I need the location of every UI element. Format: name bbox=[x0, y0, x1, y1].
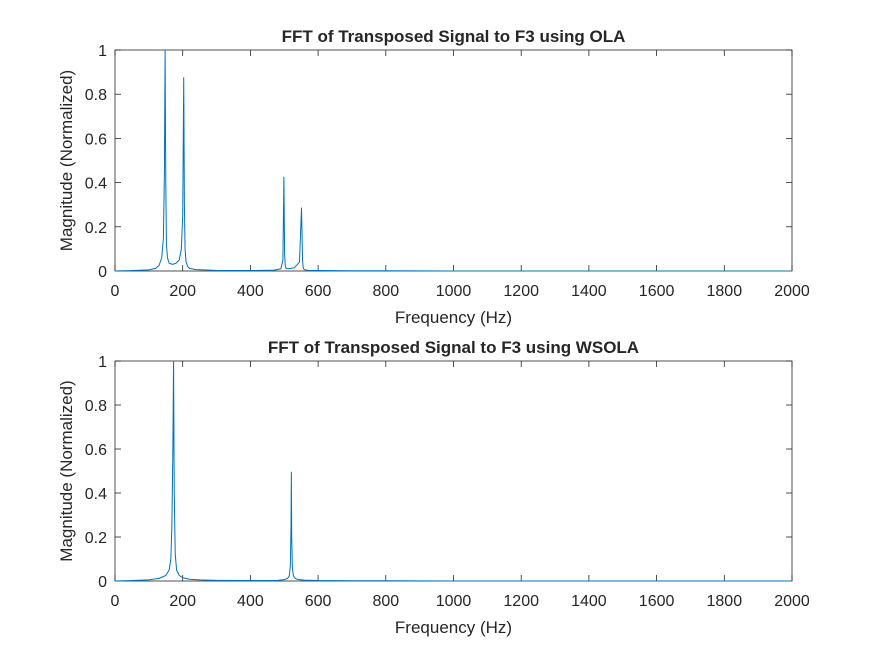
x-tick-label: 400 bbox=[237, 283, 264, 300]
y-tick-label: 0.2 bbox=[85, 220, 107, 237]
x-tick-label: 1600 bbox=[639, 283, 675, 300]
y-tick-label: 1 bbox=[98, 43, 107, 60]
x-axis-label: Frequency (Hz) bbox=[395, 618, 512, 637]
y-tick-label: 0 bbox=[98, 264, 107, 281]
x-tick-label: 800 bbox=[372, 593, 399, 610]
y-tick-label: 0.8 bbox=[85, 398, 107, 415]
y-tick-label: 0.6 bbox=[85, 131, 107, 148]
x-tick-label: 800 bbox=[372, 283, 399, 300]
x-tick-label: 2000 bbox=[774, 593, 810, 610]
x-tick-label: 1400 bbox=[571, 593, 607, 610]
x-tick-label: 1000 bbox=[436, 593, 472, 610]
x-tick-label: 0 bbox=[111, 283, 120, 300]
y-tick-label: 0.6 bbox=[85, 442, 107, 459]
subplot-ola: 0 200 400 600 800 1000 1200 1400 1600 1800 2000 0 0.… bbox=[57, 27, 810, 327]
chart-title: FFT of Transposed Signal to F3 using WSO… bbox=[268, 338, 639, 357]
y-axis-label: Magnitude (Normalized) bbox=[57, 70, 76, 251]
chart-title: FFT of Transposed Signal to F3 using OLA bbox=[282, 27, 626, 46]
subplot-wsola: 0 200 400 600 800 1000 1200 1400 1600 1800 2000 0 0.… bbox=[57, 338, 810, 637]
x-tick-label: 1000 bbox=[436, 283, 472, 300]
y-tick-label: 0.8 bbox=[85, 87, 107, 104]
x-tick-label: 2000 bbox=[774, 283, 810, 300]
plot-area bbox=[114, 360, 793, 582]
x-tick-label: 1400 bbox=[571, 283, 607, 300]
y-tick-label: 0.2 bbox=[85, 530, 107, 547]
x-tick-label: 0 bbox=[111, 593, 120, 610]
x-tick-label: 200 bbox=[169, 283, 196, 300]
y-tick-label: 0.4 bbox=[85, 486, 107, 503]
x-tick-label: 600 bbox=[305, 283, 332, 300]
x-tick-label: 400 bbox=[237, 593, 264, 610]
x-tick-label: 1600 bbox=[639, 593, 675, 610]
x-tick-label: 1200 bbox=[503, 283, 539, 300]
y-tick-label: 0 bbox=[98, 574, 107, 591]
x-tick-label: 200 bbox=[169, 593, 196, 610]
x-tick-label: 1200 bbox=[503, 593, 539, 610]
y-tick-label: 0.4 bbox=[85, 176, 107, 193]
series-line bbox=[114, 360, 792, 582]
series-line bbox=[114, 49, 792, 272]
x-axis-label: Frequency (Hz) bbox=[395, 308, 512, 327]
x-tick-label: 1800 bbox=[707, 593, 743, 610]
y-axis-label: Magnitude (Normalized) bbox=[57, 380, 76, 561]
plot-area bbox=[114, 49, 793, 272]
x-tick-label: 1800 bbox=[707, 283, 743, 300]
x-tick-label: 600 bbox=[305, 593, 332, 610]
y-tick-label: 1 bbox=[98, 354, 107, 371]
